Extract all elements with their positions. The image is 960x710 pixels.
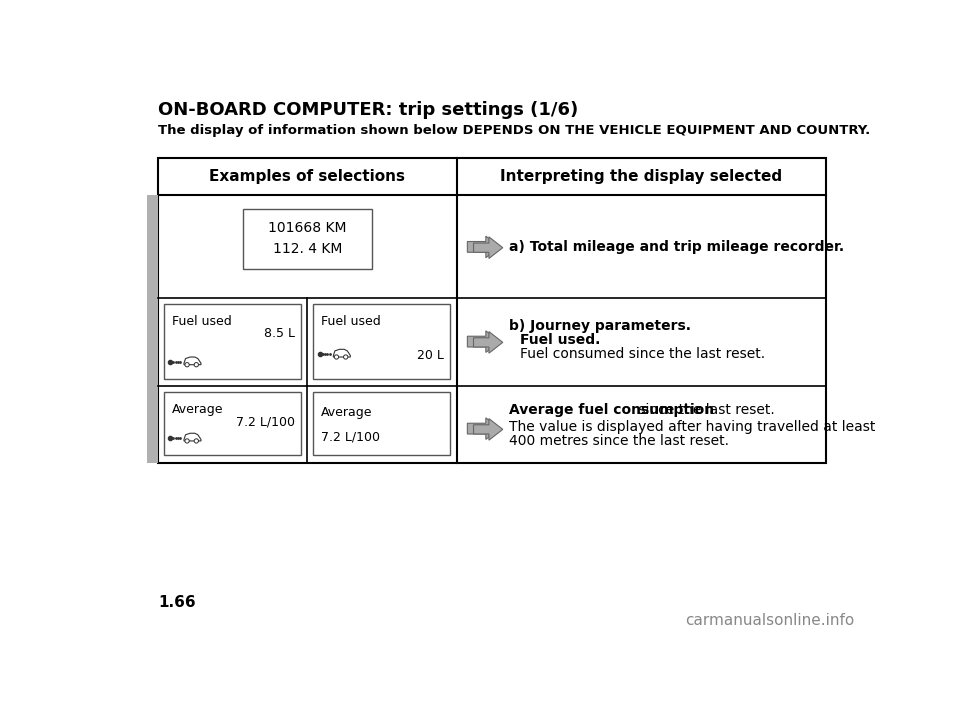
Circle shape [185, 439, 189, 443]
Polygon shape [473, 419, 503, 440]
Circle shape [185, 363, 189, 366]
Text: Interpreting the display selected: Interpreting the display selected [500, 169, 782, 185]
Circle shape [186, 440, 188, 442]
Circle shape [334, 355, 338, 359]
Circle shape [345, 356, 347, 358]
Bar [313, 304, 450, 378]
Bar [313, 393, 450, 455]
Text: b) Journey parameters.: b) Journey parameters. [509, 320, 691, 333]
Text: Average: Average [172, 403, 223, 416]
Text: 7.2 L/100: 7.2 L/100 [321, 431, 380, 444]
Text: 400 metres since the last reset.: 400 metres since the last reset. [509, 434, 729, 448]
Polygon shape [473, 237, 503, 258]
Text: Fuel used: Fuel used [172, 315, 231, 327]
Bar [157, 158, 827, 462]
Polygon shape [473, 332, 503, 353]
Circle shape [196, 440, 197, 442]
Text: 112. 4 KM: 112. 4 KM [273, 242, 342, 256]
Bar [164, 393, 301, 455]
Circle shape [336, 356, 337, 358]
Polygon shape [184, 433, 201, 441]
Bar [147, 195, 157, 462]
Circle shape [194, 363, 199, 366]
Text: Average fuel consumption: Average fuel consumption [509, 403, 714, 417]
Text: The display of information shown below DEPENDS ON THE VEHICLE EQUIPMENT AND COUN: The display of information shown below D… [157, 124, 870, 137]
Text: since the last reset.: since the last reset. [634, 403, 775, 417]
Text: ON-BOARD COMPUTER: trip settings (1/6): ON-BOARD COMPUTER: trip settings (1/6) [157, 101, 578, 119]
Text: Examples of selections: Examples of selections [209, 169, 405, 185]
Polygon shape [333, 349, 350, 357]
Circle shape [344, 355, 348, 359]
Text: carmanualsonline.info: carmanualsonline.info [684, 613, 853, 628]
Circle shape [186, 364, 188, 366]
Text: 20 L: 20 L [418, 349, 444, 362]
Text: Fuel consumed since the last reset.: Fuel consumed since the last reset. [519, 347, 765, 361]
Polygon shape [468, 236, 500, 258]
Text: Fuel used: Fuel used [321, 315, 381, 327]
Text: 7.2 L/100: 7.2 L/100 [236, 415, 295, 429]
Polygon shape [184, 357, 201, 365]
Text: a) Total mileage and trip mileage recorder.: a) Total mileage and trip mileage record… [509, 240, 844, 254]
Text: 101668 KM: 101668 KM [268, 222, 347, 236]
Bar [243, 209, 372, 269]
Text: 1.66: 1.66 [157, 595, 196, 610]
Bar [164, 304, 301, 378]
Circle shape [196, 364, 197, 366]
Polygon shape [468, 418, 500, 439]
Polygon shape [468, 331, 500, 352]
Text: Fuel used.: Fuel used. [519, 333, 600, 347]
Text: The value is displayed after having travelled at least: The value is displayed after having trav… [509, 420, 876, 434]
Circle shape [194, 439, 199, 443]
Text: 8.5 L: 8.5 L [264, 327, 295, 340]
Text: Average: Average [321, 406, 372, 420]
